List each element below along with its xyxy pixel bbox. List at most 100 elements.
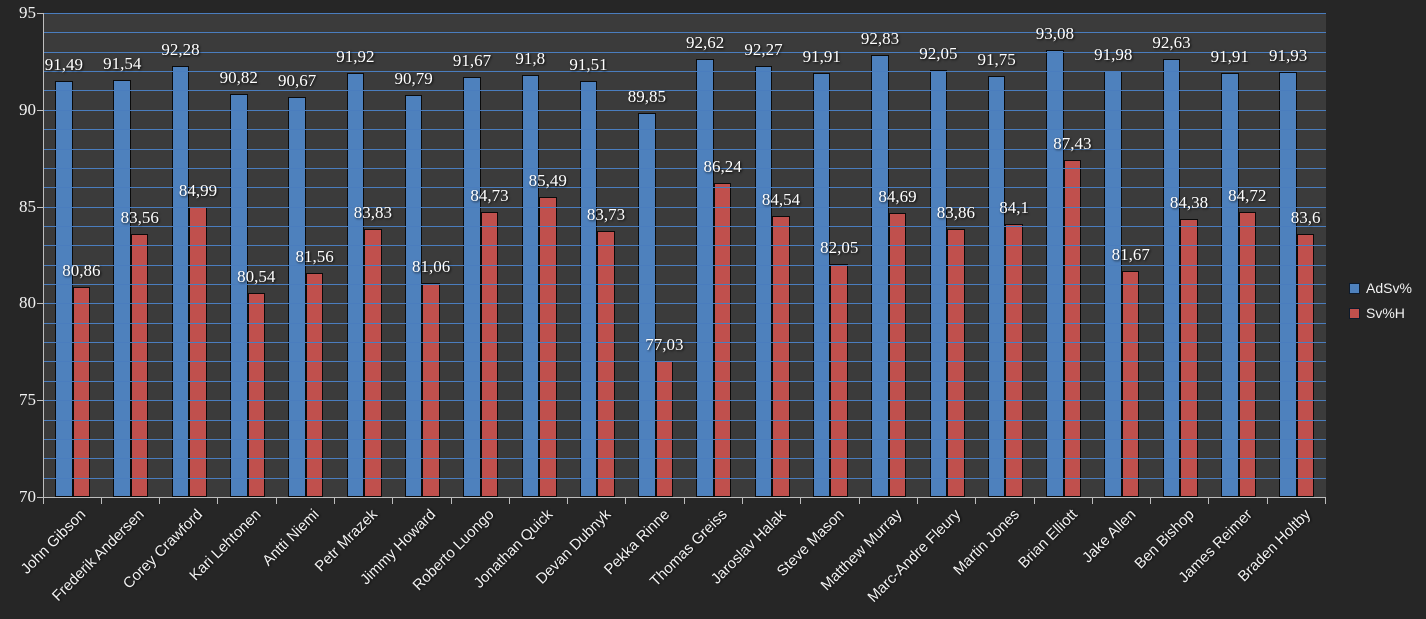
data-label-adsv-4: 90,67	[277, 70, 317, 90]
x-axis-tick	[450, 498, 452, 504]
x-axis-tick	[1091, 498, 1093, 504]
x-axis-tick	[1033, 498, 1035, 504]
bar-adsv-9[interactable]	[579, 80, 598, 497]
legend-swatch-adsv-icon	[1349, 282, 1360, 294]
x-axis-tick	[1208, 498, 1210, 504]
bar-adsv-20[interactable]	[1221, 72, 1239, 497]
bar-adsv-11[interactable]	[696, 59, 714, 497]
data-label-svh-18: 81,67	[1111, 245, 1150, 265]
bar-adsv-0[interactable]	[55, 80, 73, 497]
bar-svh-7[interactable]	[480, 211, 499, 497]
x-axis-tick	[975, 498, 977, 504]
data-label-svh-5: 83,83	[353, 203, 392, 223]
data-label-svh-2: 84,99	[178, 180, 218, 200]
category-label-jake-allen: Jake Allen	[1078, 506, 1139, 567]
data-label-adsv-11: 92,62	[686, 33, 725, 53]
data-label-adsv-2: 92,28	[161, 39, 200, 59]
bar-adsv-7[interactable]	[463, 77, 481, 497]
x-axis-tick	[333, 498, 335, 504]
y-axis-tick	[36, 109, 43, 111]
bar-adsv-4[interactable]	[288, 96, 306, 497]
bar-adsv-19[interactable]	[1162, 58, 1181, 497]
bar-adsv-8[interactable]	[521, 74, 539, 497]
bar-adsv-18[interactable]	[1104, 71, 1122, 497]
x-axis-tick	[1150, 498, 1152, 504]
data-label-svh-0: 80,86	[62, 260, 101, 280]
bar-svh-0[interactable]	[72, 286, 91, 497]
bar-svh-18[interactable]	[1121, 271, 1140, 497]
bar-svh-8[interactable]	[539, 197, 557, 497]
legend-item-adsv[interactable]: AdSv%	[1349, 281, 1412, 295]
bar-svh-13[interactable]	[830, 263, 848, 497]
bar-svh-20[interactable]	[1238, 212, 1257, 497]
bar-adsv-13[interactable]	[812, 72, 831, 497]
bar-svh-10[interactable]	[655, 360, 674, 497]
data-label-adsv-6: 90,79	[394, 68, 433, 88]
bar-svh-3[interactable]	[247, 292, 266, 497]
bar-svh-12[interactable]	[772, 215, 790, 497]
bar-adsv-10[interactable]	[638, 112, 656, 497]
bar-adsv-5[interactable]	[346, 72, 365, 497]
y-axis-tick	[36, 13, 43, 14]
data-label-svh-17: 87,43	[1053, 133, 1092, 153]
bar-svh-17[interactable]	[1063, 159, 1082, 497]
data-label-adsv-12: 92,27	[744, 39, 783, 59]
bar-svh-11[interactable]	[713, 182, 732, 497]
bar-svh-5[interactable]	[364, 229, 382, 497]
bar-adsv-15[interactable]	[929, 70, 948, 497]
bar-svh-14[interactable]	[888, 212, 907, 497]
x-axis-tick	[508, 498, 510, 504]
x-axis-tick	[42, 498, 44, 504]
data-label-svh-16: 84,1	[999, 198, 1029, 218]
bar-svh-6[interactable]	[422, 282, 440, 497]
data-label-svh-21: 83,6	[1290, 207, 1321, 227]
data-label-adsv-10: 89,85	[627, 86, 666, 106]
data-label-svh-7: 84,73	[470, 185, 509, 205]
x-axis-tick	[1325, 498, 1326, 504]
legend-item-svh[interactable]: Sv%H	[1349, 306, 1412, 320]
data-label-adsv-8: 91,8	[515, 48, 546, 68]
bar-svh-1[interactable]	[130, 234, 149, 497]
data-label-adsv-14: 92,83	[860, 29, 900, 48]
legend-label-svh: Sv%H	[1366, 305, 1405, 321]
bar-adsv-3[interactable]	[230, 93, 248, 497]
x-axis-tick	[275, 498, 277, 504]
bar-adsv-16[interactable]	[987, 75, 1006, 497]
y-axis-tick	[36, 303, 43, 305]
x-axis-tick	[800, 498, 802, 504]
data-label-adsv-3: 90,82	[219, 67, 258, 87]
data-label-adsv-18: 91,98	[1094, 45, 1133, 65]
bar-svh-21[interactable]	[1296, 233, 1315, 497]
gridline-93	[43, 51, 1326, 53]
bar-adsv-17[interactable]	[1046, 50, 1064, 497]
bar-svh-16[interactable]	[1005, 224, 1023, 497]
data-label-svh-8: 85,49	[528, 171, 567, 191]
y-axis-label-95: 95	[19, 3, 36, 22]
legend: AdSv% Sv%H	[1349, 281, 1412, 320]
bar-svh-9[interactable]	[597, 231, 615, 497]
bar-adsv-14[interactable]	[871, 55, 889, 497]
data-label-adsv-5: 91,92	[336, 46, 375, 66]
bar-adsv-2[interactable]	[171, 65, 190, 497]
y-axis-label-80: 80	[19, 293, 36, 313]
bar-svh-19[interactable]	[1180, 218, 1198, 497]
bar-adsv-12[interactable]	[754, 65, 773, 497]
plot-area: 91,49 91,54 92,28 90,82 90,67 91,92 90,79 91,67…	[42, 13, 1326, 498]
data-label-svh-4: 81,56	[295, 247, 334, 267]
bar-svh-2[interactable]	[189, 206, 207, 497]
y-axis-tick	[36, 206, 43, 208]
bar-adsv-1[interactable]	[113, 79, 131, 497]
x-axis-tick	[217, 498, 219, 504]
data-label-adsv-13: 91,91	[802, 46, 841, 66]
bar-svh-4[interactable]	[305, 273, 324, 497]
x-axis-tick	[1266, 498, 1268, 504]
bar-svh-15[interactable]	[947, 228, 965, 497]
data-label-adsv-17: 93,08	[1035, 24, 1075, 44]
y-axis-label-90: 90	[19, 99, 36, 119]
category-label-brian-elliott: Brian Elliott	[1015, 506, 1081, 572]
y-axis-label-75: 75	[19, 390, 36, 410]
x-axis-tick	[916, 498, 918, 504]
bar-adsv-21[interactable]	[1279, 72, 1297, 497]
bar-adsv-6[interactable]	[404, 94, 423, 497]
gridline-94	[43, 32, 1326, 34]
